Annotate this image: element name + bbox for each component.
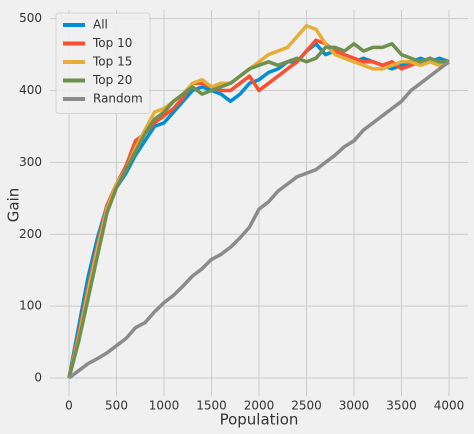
x-tick-label: 1500: [196, 399, 227, 413]
y-tick-label: 500: [19, 11, 42, 25]
x-tick-label: 3000: [339, 399, 370, 413]
legend-box: [55, 12, 151, 114]
y-tick-label: 100: [19, 299, 42, 313]
line-series: [67, 38, 450, 379]
y-tick-label: 0: [34, 371, 42, 385]
x-tick-label: 2500: [291, 399, 322, 413]
x-tick-label: 500: [105, 399, 128, 413]
x-tick-label: 2000: [244, 399, 275, 413]
legend-label: Top 15: [92, 55, 132, 69]
x-tick-label: 0: [65, 399, 73, 413]
legend-label: Random: [93, 92, 143, 106]
line-series: [67, 60, 451, 380]
legend-label: Top 10: [92, 36, 132, 50]
y-tick-label: 300: [19, 155, 42, 169]
y-tick-label: 400: [19, 83, 42, 97]
line-series: [67, 42, 449, 379]
x-tick-label: 4000: [434, 399, 465, 413]
x-axis-label: Population: [220, 411, 299, 429]
y-tick-label: 200: [19, 227, 42, 241]
x-tick-label: 1000: [149, 399, 180, 413]
y-axis-label: Gain: [5, 188, 23, 223]
legend-label: All: [93, 18, 108, 32]
x-tick-label: 3500: [386, 399, 417, 413]
legend-label: Top 20: [92, 73, 132, 87]
